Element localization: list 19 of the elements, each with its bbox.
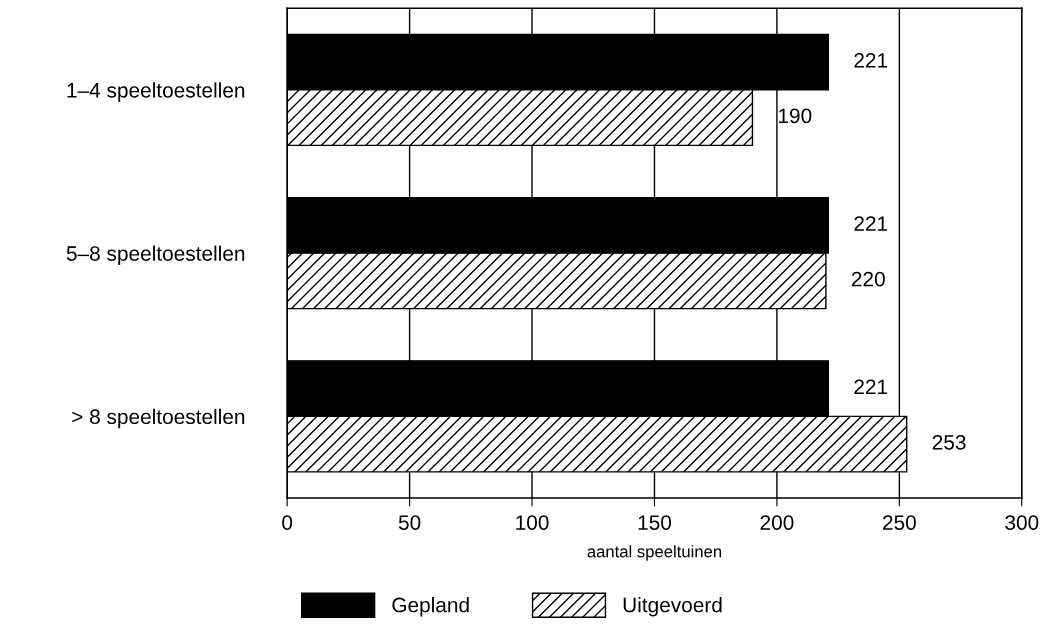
y-tick-label: > 8 speeltoestellen [72,408,245,429]
x-tick-label: 150 [638,515,672,530]
data-label: 253 [932,434,966,450]
data-label: 190 [779,108,812,124]
legend-label: Uitgevoerd [623,597,722,617]
data-label: 220 [851,271,885,287]
x-axis-title: aantal speeltuinen [587,545,722,561]
data-label: 221 [854,216,888,231]
x-tick-label: 50 [398,515,421,530]
x-tick-label: 0 [282,515,293,530]
legend-label: Gepland [392,597,469,617]
x-tick-label: 100 [516,515,549,530]
x-tick-label: 200 [760,515,794,530]
y-tick-label: 5–8 speeltoestellen [66,245,245,265]
data-label: 221 [854,52,888,68]
y-tick-label: 1–4 speeltoestellen [67,82,245,102]
data-label: 221 [854,379,888,394]
x-tick-label: 250 [883,515,916,530]
x-tick-label: 300 [1005,515,1039,530]
